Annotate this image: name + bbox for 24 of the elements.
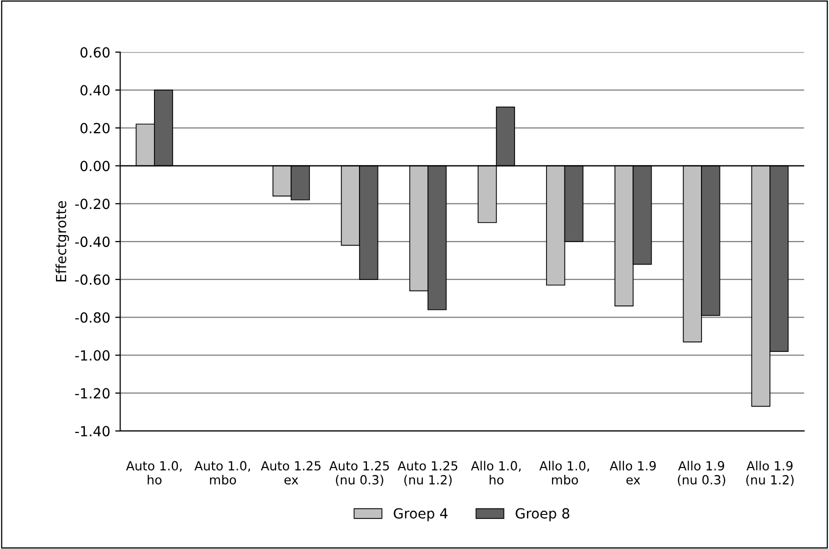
y-tick-label: 0.00 [80, 160, 110, 172]
y-tick-label: -0.60 [75, 274, 110, 285]
x-tick-label: Allo 1.0, mbo [539, 460, 590, 484]
x-tick-label: Allo 1.0, ho [470, 460, 521, 484]
y-tick-label: -1.40 [75, 426, 110, 436]
y-axis-title: Effectgrotte [56, 201, 69, 282]
x-tick-label: Allo 1.9 (nu 0.3) [678, 460, 726, 486]
y-tick-label: 0.60 [80, 47, 110, 58]
x-tick-label: Auto 1.0, mbo [194, 461, 250, 484]
y-tick-label: 0.40 [80, 85, 110, 96]
x-tick-label: Allo 1.9 ex [610, 460, 656, 484]
x-tick-label: Auto 1.25 (nu 0.3) [329, 461, 389, 486]
x-tick-label: Allo 1.9 (nu 1.2) [746, 460, 794, 486]
y-tick-label: -1.00 [75, 350, 110, 361]
y-tick-label: -0.40 [75, 236, 110, 248]
y-tick-label: -0.20 [75, 198, 110, 210]
legend-label: Groep 4 [394, 508, 448, 522]
y-tick-label: -1.20 [75, 388, 110, 399]
legend-label: Groep 8 [516, 508, 570, 522]
x-tick-label: Auto 1.25 (nu 1.2) [398, 461, 458, 486]
x-tick-label: Auto 1.0, ho [126, 461, 182, 484]
y-tick-label: -0.80 [75, 312, 110, 323]
y-tick-label: 0.20 [80, 122, 110, 134]
x-tick-label: Auto 1.25 ex [260, 461, 321, 484]
